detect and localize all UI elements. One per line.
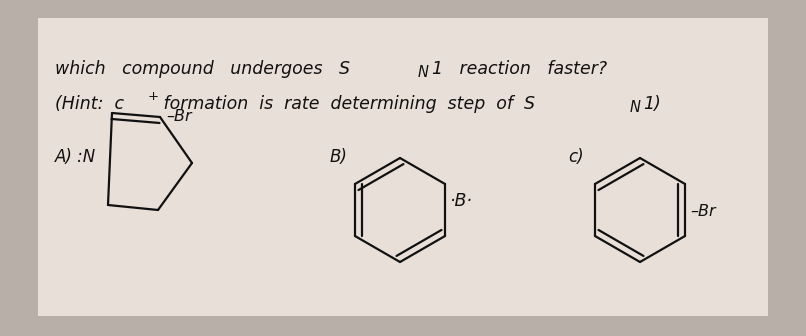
FancyBboxPatch shape — [38, 18, 768, 316]
Text: 1   reaction   faster?: 1 reaction faster? — [432, 60, 607, 78]
Text: +: + — [148, 90, 159, 103]
Text: A) :N: A) :N — [55, 148, 96, 166]
Text: c): c) — [568, 148, 584, 166]
Text: ·B·: ·B· — [449, 192, 472, 210]
Text: formation  is  rate  determining  step  of  S: formation is rate determining step of S — [158, 95, 535, 113]
Text: (Hint:  c: (Hint: c — [55, 95, 124, 113]
Text: which   compound   undergoes   S: which compound undergoes S — [55, 60, 350, 78]
Text: –Br: –Br — [166, 109, 192, 124]
Text: –Br: –Br — [690, 204, 716, 219]
Text: 1): 1) — [643, 95, 661, 113]
Text: B): B) — [330, 148, 348, 166]
Text: N: N — [630, 100, 641, 115]
Text: N: N — [418, 65, 429, 80]
